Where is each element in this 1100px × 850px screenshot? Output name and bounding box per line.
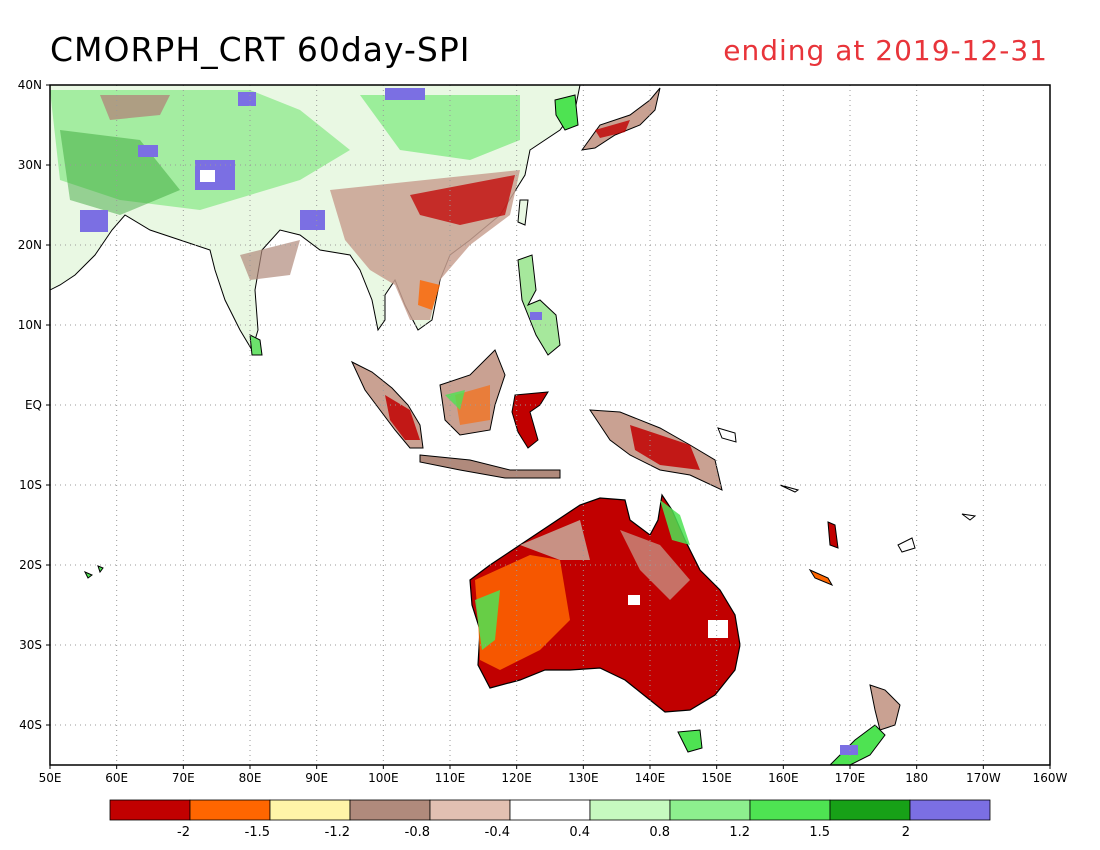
- map-title: CMORPH_CRT 60day-SPI: [50, 30, 471, 69]
- map-frame: [49, 84, 1051, 766]
- lon-label: 160W: [1033, 771, 1068, 785]
- lon-label: 50E: [39, 771, 62, 785]
- lon-label: 120E: [501, 771, 532, 785]
- lat-label: 30S: [19, 638, 42, 652]
- lat-label: 10S: [19, 478, 42, 492]
- lon-label: 70E: [172, 771, 195, 785]
- colorbar-label: 2: [902, 825, 910, 840]
- lon-label: 170E: [835, 771, 866, 785]
- colorbar-swatch: [909, 799, 991, 821]
- colorbar-label: -0.8: [405, 825, 430, 840]
- colorbar-swatch: [189, 799, 271, 821]
- latitude-labels: 40N 30N 20N 10N EQ 10S 20S 30S 40S: [18, 78, 50, 732]
- colorbar-label: -0.4: [485, 825, 510, 840]
- lon-label: 110E: [435, 771, 466, 785]
- colorbar-swatch: [109, 799, 191, 821]
- lon-label: 170W: [966, 771, 1001, 785]
- colorbar-label: -2: [177, 825, 190, 840]
- lon-label: 150E: [701, 771, 732, 785]
- lat-label: 30N: [18, 158, 42, 172]
- longitude-labels: 50E 60E 70E 80E 90E 100E 110E 120E 130E 140E 150E 1…: [39, 765, 1068, 785]
- lat-label: 40N: [18, 78, 42, 92]
- lon-label: 160E: [768, 771, 799, 785]
- land-layer: [50, 85, 977, 765]
- lon-label: 60E: [105, 771, 128, 785]
- colorbar-label: 0.8: [649, 825, 670, 840]
- lat-label: 40S: [19, 718, 42, 732]
- colorbar-swatch: [429, 799, 511, 821]
- colorbar-label: 0.4: [569, 825, 590, 840]
- colorbar-swatch: [509, 799, 591, 821]
- lon-label: 80E: [239, 771, 262, 785]
- colorbar-swatch: [749, 799, 831, 821]
- colorbar-swatch: [829, 799, 911, 821]
- lon-label: 130E: [568, 771, 599, 785]
- landmass-new-zealand: [869, 684, 901, 731]
- colorbar: -2 -1.5 -1.2 -0.8 -0.4 0.4 0.8 1.2 1.5 2: [109, 799, 991, 840]
- landmass-philippines: [517, 254, 561, 356]
- lat-label: 10N: [18, 318, 42, 332]
- lat-label: 20S: [19, 558, 42, 572]
- colorbar-swatch: [349, 799, 431, 821]
- colorbar-label: -1.5: [245, 825, 270, 840]
- colorbar-swatch: [589, 799, 671, 821]
- colorbar-swatch: [269, 799, 351, 821]
- lat-label: 20N: [18, 238, 42, 252]
- lon-label: 90E: [305, 771, 328, 785]
- lon-label: 180: [905, 771, 928, 785]
- colorbar-label: 1.2: [729, 825, 750, 840]
- lon-label: 100E: [368, 771, 399, 785]
- colorbar-label: -1.2: [325, 825, 350, 840]
- map-subtitle: ending at 2019-12-31: [723, 34, 1048, 67]
- lon-label: 140E: [635, 771, 666, 785]
- lat-label: EQ: [25, 398, 42, 412]
- colorbar-swatch: [669, 799, 751, 821]
- colorbar-label: 1.5: [809, 825, 830, 840]
- map-gridlines: [50, 85, 1050, 765]
- landmass-japan: [580, 87, 661, 151]
